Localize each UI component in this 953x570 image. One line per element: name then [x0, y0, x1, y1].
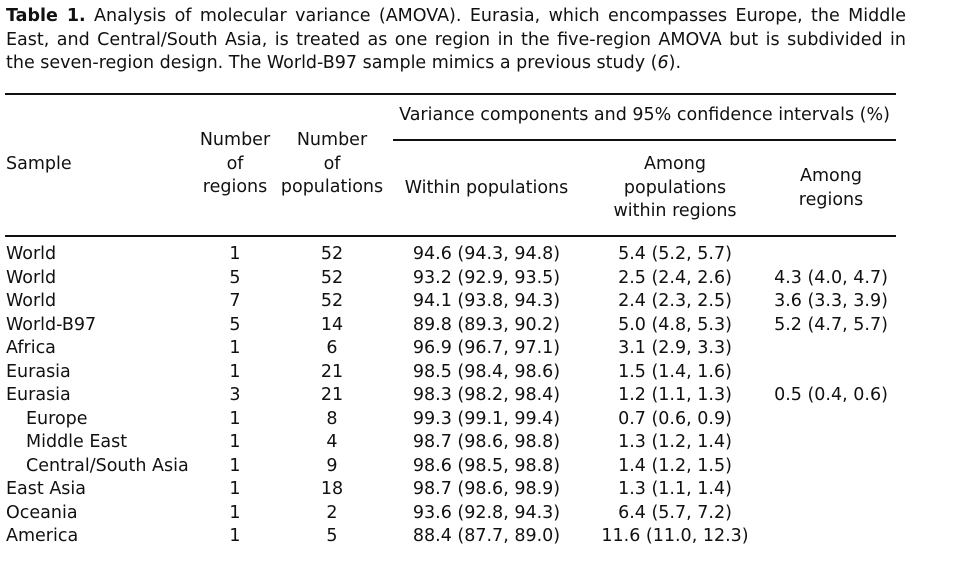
regions-cell: 1 — [229, 455, 241, 476]
caption-label: Table 1. — [6, 6, 86, 26]
among-regions-cell: 0.5 (0.4, 0.6) — [774, 385, 888, 405]
header-sample: Sample — [6, 154, 72, 174]
sample-cell: Eurasia — [6, 361, 71, 382]
among-regions-cell: 4.3 (4.0, 4.7) — [774, 267, 888, 288]
header-bottom-rule — [5, 235, 896, 237]
populations-cell: 6 — [326, 338, 338, 358]
within-populations-cell: 94.1 (93.8, 94.3) — [412, 291, 561, 311]
populations-cell: 18 — [320, 479, 344, 499]
among-populations-cell: 1.2 (1.1, 1.3) — [618, 385, 732, 405]
among-populations-cell: 1.5 (1.4, 1.6) — [618, 361, 732, 382]
among-populations-cell: 1.4 (1.2, 1.5) — [618, 455, 732, 476]
within-populations-cell: 89.8 (89.3, 90.2) — [412, 314, 561, 335]
among-populations-cell: 0.7 (0.6, 0.9) — [618, 408, 732, 429]
regions-cell: 5 — [229, 314, 241, 335]
populations-cell: 21 — [320, 361, 344, 382]
variance-group-rule — [393, 139, 896, 141]
sample-cell: World-B97 — [6, 314, 97, 335]
sample-cell: America — [6, 526, 79, 546]
sample-cell: Eurasia — [6, 385, 71, 405]
regions-cell: 1 — [229, 502, 241, 523]
populations-cell: 21 — [320, 385, 344, 405]
within-populations-cell: 94.6 (94.3, 94.8) — [412, 244, 561, 264]
regions-cell: 1 — [229, 479, 241, 499]
within-populations-cell: 88.4 (87.7, 89.0) — [412, 526, 561, 546]
regions-cell: 1 — [229, 408, 241, 429]
within-populations-cell: 98.5 (98.4, 98.6) — [412, 361, 561, 382]
sample-cell: Central/South Asia — [26, 455, 189, 476]
populations-cell: 2 — [326, 502, 338, 523]
among-populations-cell: 3.1 (2.9, 3.3) — [618, 338, 732, 358]
among-populations-cell: 2.4 (2.3, 2.5) — [618, 291, 732, 311]
regions-cell: 1 — [229, 361, 241, 382]
within-populations-cell: 98.7 (98.6, 98.9) — [412, 479, 561, 499]
populations-cell: 14 — [320, 314, 344, 335]
sample-cell: East Asia — [6, 479, 86, 499]
among-regions-cell: 3.6 (3.3, 3.9) — [774, 291, 888, 311]
regions-cell: 1 — [229, 526, 241, 546]
among-regions-cell: 5.2 (4.7, 5.7) — [774, 314, 888, 335]
populations-cell: 9 — [326, 455, 338, 476]
within-populations-cell: 93.6 (92.8, 94.3) — [412, 502, 561, 523]
among-populations-cell: 11.6 (11.0, 12.3) — [601, 526, 749, 546]
within-populations-cell: 99.3 (99.1, 99.4) — [412, 408, 561, 429]
among-populations-cell: 1.3 (1.1, 1.4) — [618, 479, 732, 499]
within-populations-cell: 98.3 (98.2, 98.4) — [412, 385, 561, 405]
populations-cell: 5 — [326, 526, 338, 546]
header-number-of-regions: Number of regions — [199, 130, 271, 197]
sample-cell: Middle East — [26, 432, 128, 452]
header-number-of-populations: Number of populations — [280, 130, 384, 197]
sample-cell: World — [6, 291, 57, 311]
header-within-populations: Within populations — [404, 178, 569, 198]
populations-cell: 4 — [326, 432, 338, 452]
regions-cell: 7 — [229, 291, 241, 311]
among-populations-cell: 6.4 (5.7, 7.2) — [618, 502, 732, 523]
header-among-populations-within-regions: Among populations within regions — [613, 154, 737, 221]
sample-cell: World — [6, 244, 57, 264]
within-populations-cell: 98.7 (98.6, 98.8) — [412, 432, 561, 452]
among-populations-cell: 2.5 (2.4, 2.6) — [618, 267, 732, 288]
within-populations-cell: 96.9 (96.7, 97.1) — [412, 338, 561, 358]
table-caption: Table 1. Analysis of molecular variance … — [6, 5, 906, 76]
populations-cell: 52 — [320, 267, 344, 288]
caption-end: ). — [668, 53, 682, 73]
within-populations-cell: 93.2 (92.9, 93.5) — [412, 267, 561, 288]
among-populations-cell: 5.4 (5.2, 5.7) — [618, 244, 732, 264]
regions-cell: 1 — [229, 244, 241, 264]
sample-cell: World — [6, 267, 57, 288]
regions-cell: 5 — [229, 267, 241, 288]
sample-cell: Africa — [6, 338, 56, 358]
among-populations-cell: 5.0 (4.8, 5.3) — [618, 314, 732, 335]
header-variance-group: Variance components and 95% confidence i… — [399, 105, 890, 125]
regions-cell: 3 — [229, 385, 241, 405]
regions-cell: 1 — [229, 432, 241, 452]
sample-cell: Oceania — [6, 502, 78, 523]
among-populations-cell: 1.3 (1.2, 1.4) — [618, 432, 732, 452]
regions-cell: 1 — [229, 338, 241, 358]
populations-cell: 52 — [320, 244, 344, 264]
populations-cell: 52 — [320, 291, 344, 311]
caption-reference: 6 — [657, 53, 669, 73]
header-among-regions: Among regions — [798, 166, 864, 210]
caption-text: Analysis of molecular variance (AMOVA). … — [6, 6, 906, 73]
populations-cell: 8 — [326, 408, 338, 429]
sample-cell: Europe — [26, 408, 88, 429]
within-populations-cell: 98.6 (98.5, 98.8) — [412, 455, 561, 476]
table-top-rule — [5, 93, 896, 95]
